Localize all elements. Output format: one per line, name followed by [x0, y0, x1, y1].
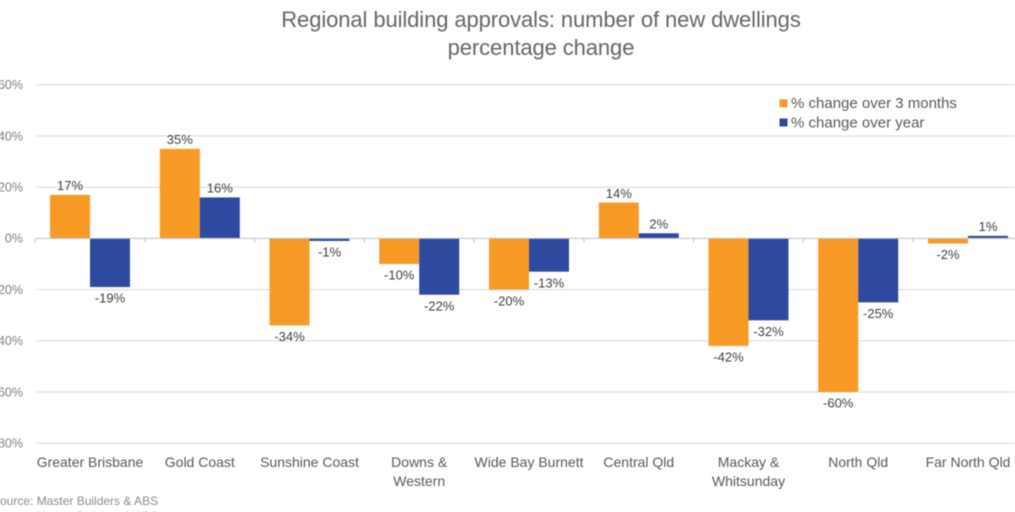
svg-text:40%: 40% — [0, 129, 23, 143]
svg-text:Downs &: Downs & — [391, 454, 448, 470]
svg-text:North Qld: North Qld — [828, 454, 888, 470]
svg-text:0%: 0% — [5, 232, 23, 246]
svg-text:20%: 20% — [0, 181, 23, 195]
svg-text:-10%: -10% — [384, 268, 415, 283]
svg-text:Whitsunday: Whitsunday — [712, 473, 785, 489]
svg-text:-40%: -40% — [0, 334, 23, 348]
svg-text:2%: 2% — [649, 217, 668, 232]
svg-text:Sunshine Coast: Sunshine Coast — [260, 454, 359, 470]
svg-text:-19%: -19% — [95, 291, 126, 306]
svg-text:-20%: -20% — [494, 293, 525, 308]
svg-text:Central Qld: Central Qld — [603, 454, 674, 470]
svg-text:-34%: -34% — [274, 329, 305, 344]
svg-text:% change over 3 months: % change over 3 months — [791, 95, 957, 112]
svg-text:-25%: -25% — [863, 306, 894, 321]
svg-text:Mackay &: Mackay & — [718, 454, 780, 470]
svg-text:-13%: -13% — [534, 275, 565, 290]
svg-text:14%: 14% — [606, 186, 632, 201]
svg-text:Source: Master Builders & ABS: Source: Master Builders & ABS — [0, 494, 158, 508]
svg-text:35%: 35% — [167, 132, 193, 147]
svg-text:-32%: -32% — [753, 324, 784, 339]
svg-text:-80%: -80% — [0, 437, 23, 451]
svg-text:Greater Brisbane: Greater Brisbane — [37, 454, 144, 470]
svg-text:-60%: -60% — [823, 396, 854, 411]
svg-text:Far North Qld: Far North Qld — [926, 454, 1011, 470]
svg-text:Gold Coast: Gold Coast — [165, 454, 235, 470]
svg-text:-22%: -22% — [424, 298, 455, 313]
svg-text:Source: Master Builders & ABS: Source: Master Builders & ABS — [0, 509, 158, 512]
svg-text:1%: 1% — [979, 219, 998, 234]
svg-text:Wide Bay Burnett: Wide Bay Burnett — [475, 454, 584, 470]
svg-text:-1%: -1% — [318, 245, 342, 260]
svg-text:-20%: -20% — [0, 283, 23, 297]
svg-text:17%: 17% — [57, 178, 83, 193]
svg-text:% change over year: % change over year — [791, 114, 924, 131]
svg-text:-2%: -2% — [936, 247, 960, 262]
svg-text:60%: 60% — [0, 78, 23, 92]
svg-text:-60%: -60% — [0, 385, 23, 399]
svg-text:16%: 16% — [207, 181, 233, 196]
svg-text:Western: Western — [393, 473, 445, 489]
svg-text:-42%: -42% — [713, 350, 744, 365]
